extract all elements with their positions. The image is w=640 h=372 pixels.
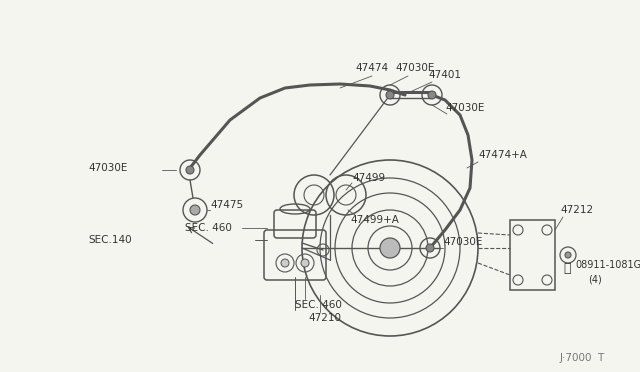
Text: SEC. 460: SEC. 460 (295, 300, 342, 310)
Text: SEC. 460: SEC. 460 (185, 223, 232, 233)
Text: 47475: 47475 (210, 200, 243, 210)
Circle shape (301, 259, 309, 267)
Text: 47474+A: 47474+A (478, 150, 527, 160)
Circle shape (565, 252, 571, 258)
Circle shape (186, 166, 194, 174)
Text: 47210: 47210 (308, 313, 341, 323)
Circle shape (428, 91, 436, 99)
Text: 47030E: 47030E (445, 103, 484, 113)
Circle shape (380, 238, 400, 258)
Text: 47030E: 47030E (88, 163, 127, 173)
Text: Ⓝ: Ⓝ (563, 262, 570, 275)
Circle shape (386, 91, 394, 99)
Text: 47030E: 47030E (395, 63, 435, 73)
Text: 47212: 47212 (560, 205, 593, 215)
Text: 08911-1081G: 08911-1081G (575, 260, 640, 270)
Text: SEC.140: SEC.140 (88, 235, 132, 245)
Text: J·7000  T: J·7000 T (560, 353, 605, 363)
Text: 47499+A: 47499+A (350, 215, 399, 225)
Text: (4): (4) (588, 275, 602, 285)
Text: 47474: 47474 (355, 63, 388, 73)
Circle shape (426, 244, 434, 252)
Circle shape (190, 205, 200, 215)
Circle shape (281, 259, 289, 267)
Text: 47401: 47401 (428, 70, 461, 80)
Text: 47030E: 47030E (443, 237, 483, 247)
Text: 47499: 47499 (352, 173, 385, 183)
